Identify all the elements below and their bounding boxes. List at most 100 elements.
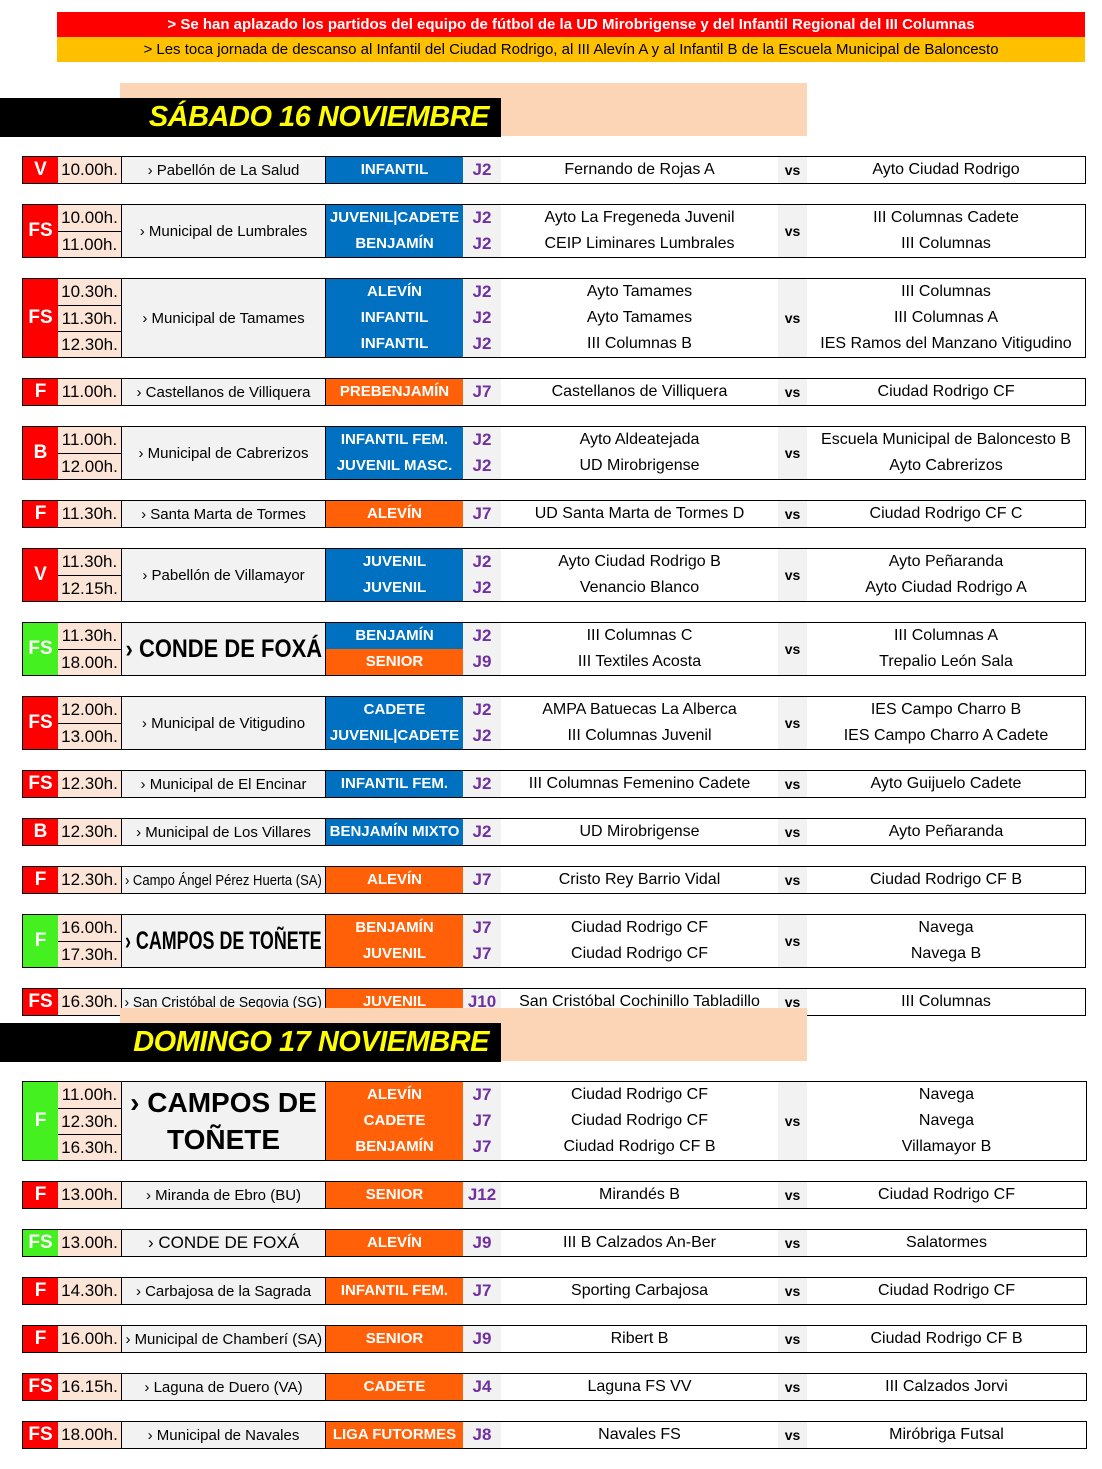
match-time-cell: 12.30h. — [58, 819, 121, 845]
away-team-cell: Ciudad Rodrigo CF C — [807, 501, 1085, 527]
home-teams: UD Mirobrigense — [501, 819, 778, 845]
home-team-cell: III Textiles Acosta — [501, 649, 778, 675]
category-label: BENJAMÍN — [355, 919, 434, 936]
match-time-cell: 11.30h. — [58, 623, 121, 649]
jornada: J2 — [472, 626, 492, 645]
away-team: Salatormes — [906, 1234, 987, 1251]
sport-badge: FS — [23, 623, 58, 675]
vs-label: vs — [778, 1182, 807, 1208]
match-time-cell: 11.30h. — [58, 501, 121, 527]
category-label-cell: ALEVÍN — [326, 1230, 463, 1256]
home-teams: Ayto Aldeatejada UD Mirobrigense — [501, 427, 778, 479]
venue-cell: › CAMPOS DE TOÑETE — [122, 915, 326, 967]
away-team-cell: Trepalio León Sala — [807, 649, 1085, 675]
home-team-cell: Venancio Blanco — [501, 575, 778, 601]
category-label: INFANTIL — [360, 309, 429, 326]
away-team: Escuela Municipal de Baloncesto B — [821, 431, 1071, 448]
home-team-cell: Sporting Carbajosa — [501, 1278, 778, 1304]
match-time-cell: 10.00h. — [58, 205, 121, 231]
away-team-cell: Villamayor B — [807, 1134, 1086, 1160]
away-team-cell: Navega — [807, 1108, 1086, 1134]
venue-cell: › Municipal de Vitigudino — [122, 697, 326, 749]
away-teams: Ayto Ciudad Rodrigo — [807, 157, 1085, 183]
match-block: FS 18.00h. › Municipal de Navales LIGA FUTO… — [22, 1421, 1087, 1449]
home-team: Ciudad Rodrigo CF — [571, 945, 708, 962]
category-column: INFANTIL FEM. JUVENIL MASC. — [326, 427, 463, 479]
category-label: ALEVÍN — [366, 871, 422, 888]
home-teams: Cristo Rey Barrio Vidal — [501, 867, 778, 893]
home-team: Fernando de Rojas A — [564, 161, 715, 178]
category-label-cell: SENIOR — [326, 649, 463, 675]
away-team: Miróbriga Futsal — [889, 1426, 1004, 1443]
jornada: J7 — [472, 504, 492, 523]
category-column: ALEVÍN — [326, 1230, 463, 1256]
home-team: III Columnas Juvenil — [567, 727, 712, 744]
jornada-column: J7 J7 — [463, 915, 501, 967]
vs-label: vs — [778, 157, 807, 183]
time-column: 11.00h. 12.30h. 16.30h. — [58, 1082, 122, 1160]
match-time: 13.00h. — [61, 727, 118, 746]
category-label-cell: BENJAMÍN MIXTO — [326, 819, 463, 845]
vs-label: vs — [778, 279, 807, 357]
away-team-cell: IES Ramos del Manzano Vitigudino — [807, 331, 1085, 357]
home-team-cell: Ciudad Rodrigo CF — [501, 1108, 778, 1134]
away-team: Ciudad Rodrigo CF — [878, 1282, 1015, 1299]
home-teams: Ciudad Rodrigo CF Ciudad Rodrigo CF Ciudad… — [501, 1082, 778, 1160]
venue: › Castellanos de Villiquera — [136, 383, 311, 401]
time-column: 12.30h. — [58, 771, 122, 797]
away-teams: Ayto Guijuelo Cadete — [807, 771, 1085, 797]
sport-badge: B — [23, 427, 58, 479]
match-time: 10.00h. — [61, 160, 118, 179]
sport-badge: B — [23, 819, 58, 845]
home-teams: Sporting Carbajosa — [501, 1278, 778, 1304]
vs-label: vs — [778, 819, 807, 845]
sport-badge: FS — [23, 1422, 58, 1448]
jornada: J7 — [472, 1281, 492, 1300]
time-column: 16.00h. — [58, 1326, 122, 1352]
match-time-cell: 11.00h. — [58, 231, 121, 257]
category-label: LIGA FUTORMES — [332, 1426, 457, 1443]
day-header-saturday: SÁBADO 16 NOVIEMBRE — [0, 83, 807, 137]
jornada-column: J9 — [463, 1326, 501, 1352]
match-time-cell: 16.30h. — [58, 1134, 121, 1160]
home-team-cell: UD Mirobrigense — [501, 819, 778, 845]
away-teams: Ayto Peñaranda — [807, 819, 1085, 845]
away-teams: IES Campo Charro B IES Campo Charro A Cad… — [807, 697, 1085, 749]
home-team-cell: UD Santa Marta de Tormes D — [501, 501, 778, 527]
away-team-cell: Ayto Guijuelo Cadete — [807, 771, 1085, 797]
sport-badge: F — [23, 867, 58, 893]
jornada-column: J7 — [463, 379, 501, 405]
time-column: 14.30h. — [58, 1278, 122, 1304]
match-time: 11.00h. — [61, 382, 118, 401]
jornada: J8 — [472, 1425, 492, 1444]
match-block: F 12.30h. › Campo Ángel Pérez Huerta (SA) A… — [22, 866, 1086, 894]
venue-cell: › Miranda de Ebro (BU) — [122, 1182, 326, 1208]
match-time: 10.30h. — [61, 282, 118, 301]
jornada: J2 — [472, 456, 492, 475]
jornada: J9 — [472, 1329, 492, 1348]
home-teams: AMPA Batuecas La Alberca III Columnas Juv… — [501, 697, 778, 749]
venue: › Campo Ángel Pérez Huerta (SA) — [125, 871, 322, 889]
venue: › Municipal de Los Villares — [136, 823, 311, 841]
venue-cell: › Pabellón de La Salud — [122, 157, 326, 183]
match-block: B 11.00h. 12.00h. › Municipal de Cabrerizos… — [22, 426, 1086, 480]
category-label-cell: CADETE — [326, 697, 463, 723]
venue: › San Cristóbal de Segovia (SG) — [124, 993, 323, 1011]
vs-label: vs — [778, 1422, 807, 1448]
rest-day-notice-text: > Les toca jornada de descanso al Infant… — [143, 41, 999, 58]
away-team: Ciudad Rodrigo CF — [878, 1186, 1015, 1203]
time-column: 16.00h. 17.30h. — [58, 915, 122, 967]
jornada: J9 — [472, 652, 492, 671]
match-time: 16.00h. — [61, 918, 118, 937]
away-team: Ciudad Rodrigo CF — [877, 383, 1015, 400]
category-label-cell: INFANTIL — [326, 305, 463, 331]
category-column: PREBENJAMÍN — [326, 379, 463, 405]
match-time-cell: 16.30h. — [58, 989, 121, 1015]
away-teams: Ciudad Rodrigo CF — [807, 1278, 1086, 1304]
jornada-column: J2 J9 — [463, 623, 501, 675]
away-team-cell: Navega — [807, 915, 1085, 941]
away-team: Ayto Guijuelo Cadete — [870, 775, 1022, 792]
match-block: V 11.30h. 12.15h. › Pabellón de Villamayor J… — [22, 548, 1086, 602]
jornada-column: J7 — [463, 501, 501, 527]
category-label: BENJAMÍN — [355, 235, 434, 252]
